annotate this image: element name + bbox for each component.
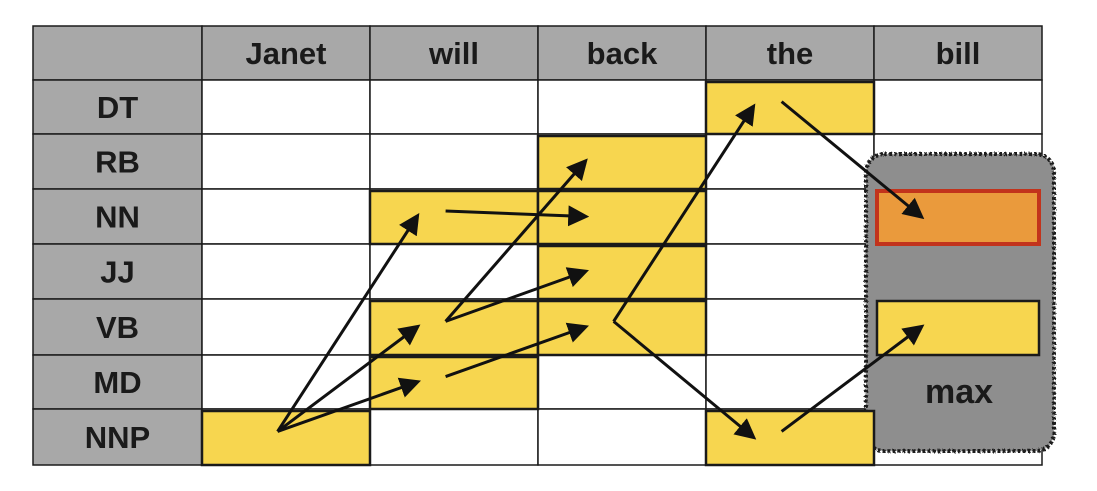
grid-cell bbox=[201, 243, 371, 300]
state-box-rb-back bbox=[536, 134, 708, 191]
tag-header-vb: VB bbox=[96, 310, 139, 345]
grid-cell bbox=[537, 354, 707, 410]
header-cell bbox=[201, 25, 371, 81]
transition-arrows bbox=[276, 100, 925, 440]
grid-cell bbox=[537, 408, 707, 466]
transition-arrow bbox=[780, 324, 925, 433]
transition-arrow bbox=[276, 212, 420, 433]
tag-header-rb: RB bbox=[95, 145, 140, 180]
transition-arrow bbox=[445, 267, 589, 323]
tag-header-md: MD bbox=[93, 365, 141, 400]
grid-cell bbox=[201, 133, 371, 190]
transition-arrow bbox=[277, 377, 421, 433]
transition-arrow bbox=[276, 324, 421, 433]
word-header-the: the bbox=[767, 36, 814, 71]
grid-cell bbox=[201, 79, 371, 135]
state-box-nnp-janet bbox=[200, 409, 372, 467]
header-cell bbox=[32, 25, 203, 81]
tag-header-jj: JJ bbox=[100, 255, 134, 290]
grid-cell bbox=[201, 188, 371, 245]
header-cell bbox=[32, 298, 203, 356]
transition-arrow bbox=[612, 320, 757, 440]
header-cell bbox=[32, 243, 203, 300]
grid-cell bbox=[369, 79, 539, 135]
transition-arrow bbox=[444, 158, 588, 323]
tag-header-nnp: NNP bbox=[85, 420, 150, 455]
header-cell bbox=[32, 408, 203, 466]
grid-labels: Janet will back the bill DT RB NN JJ VB MD NNP bbox=[85, 36, 981, 455]
grid-cell bbox=[369, 243, 539, 300]
grid-cell bbox=[705, 298, 875, 356]
header-cell bbox=[369, 25, 539, 81]
word-header-will: will bbox=[428, 36, 479, 71]
header-cell bbox=[873, 25, 1043, 81]
transition-arrow bbox=[445, 322, 589, 379]
state-box-md-will bbox=[368, 355, 540, 411]
state-box-nn-will bbox=[368, 189, 540, 246]
word-header-back: back bbox=[587, 36, 658, 71]
grid-cell bbox=[705, 188, 875, 245]
grid-cell bbox=[537, 79, 707, 135]
transition-arrow bbox=[780, 100, 925, 220]
state-box-vb-will bbox=[368, 299, 540, 357]
transition-arrow bbox=[445, 205, 590, 227]
state-box-jj-back bbox=[536, 244, 708, 301]
grid-cell bbox=[369, 133, 539, 190]
grid-cell bbox=[873, 79, 1043, 135]
tag-header-nn: NN bbox=[95, 200, 140, 235]
word-header-bill: bill bbox=[936, 36, 981, 71]
grid-cell bbox=[369, 408, 539, 466]
grid-cell bbox=[705, 243, 875, 300]
tag-header-dt: DT bbox=[97, 90, 138, 125]
state-box-nn-back bbox=[536, 189, 708, 246]
word-header-janet: Janet bbox=[246, 36, 327, 71]
max-label: max bbox=[925, 373, 993, 411]
header-cell bbox=[32, 354, 203, 410]
state-box-vb-bill bbox=[875, 299, 1041, 357]
transition-arrow bbox=[612, 103, 756, 323]
header-cell bbox=[32, 188, 203, 245]
